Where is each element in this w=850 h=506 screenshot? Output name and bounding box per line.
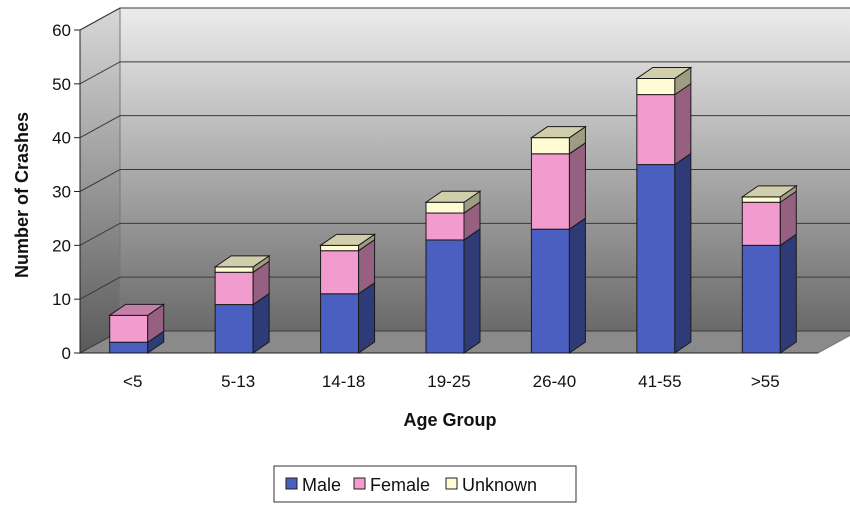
bar-front: [214, 266, 254, 273]
x-tick-label: 5-13: [221, 372, 255, 391]
bar-segment-male-4: [530, 217, 586, 354]
legend-label: Male: [302, 475, 341, 495]
bar-front: [214, 304, 254, 354]
bar-front: [636, 164, 676, 354]
legend-item-female: Female: [353, 475, 430, 495]
bar-side: [568, 141, 586, 231]
bar-segment-female-1: [214, 260, 270, 306]
legend-box: [273, 465, 577, 503]
bar-segment-male-6: [741, 233, 797, 354]
y-tick-label: 60: [52, 21, 71, 40]
bar-top: [318, 233, 377, 246]
bar-front: [425, 201, 465, 214]
bar-front: [636, 77, 676, 96]
bar-segment-female-6: [741, 190, 797, 247]
bar-segment-unknown-4: [529, 125, 588, 155]
x-tick-label: 14-18: [322, 372, 365, 391]
y-tick-label: 50: [52, 75, 71, 94]
bar-segment-female-3: [425, 201, 481, 241]
x-tick-label: <5: [123, 372, 142, 391]
y-tick-label: 30: [52, 183, 71, 202]
bar-segment-unknown-5: [635, 66, 693, 96]
bar-top: [740, 185, 798, 198]
bar-side: [463, 227, 481, 354]
bar-side: [568, 217, 586, 354]
gridline: [79, 7, 850, 31]
bar-side: [779, 233, 797, 354]
bars-group: [108, 66, 798, 354]
bar-segment-unknown-3: [424, 190, 482, 214]
bar-top: [424, 190, 482, 203]
bar-top: [213, 255, 271, 268]
x-tick-label: 41-55: [638, 372, 681, 391]
x-axis-title: Age Group: [404, 410, 497, 430]
bar-front: [320, 293, 360, 354]
gridline: [79, 61, 850, 85]
bar-front: [109, 314, 149, 343]
gridline: [79, 222, 850, 246]
legend-swatch: [285, 477, 298, 490]
bar-front: [636, 94, 676, 166]
bar-front: [425, 212, 465, 241]
x-tick-label: 19-25: [427, 372, 470, 391]
bar-segment-male-5: [636, 152, 692, 354]
bar-front: [109, 341, 149, 354]
bar-segment-female-2: [320, 238, 376, 295]
y-tick-label: 0: [62, 344, 71, 363]
bar-segment-female-4: [530, 141, 586, 231]
labels-group: 0 10 20 30 40 50 60 <5 5-13 14-18 19-25 26-40 41-55 >…: [12, 21, 780, 430]
legend-item-unknown: Unknown: [445, 475, 537, 495]
legend-label: Female: [370, 475, 430, 495]
bar-front: [320, 244, 360, 252]
bar-segment-male-3: [425, 227, 481, 354]
gridline: [79, 115, 850, 139]
bar-top: [635, 66, 693, 79]
bar-side: [674, 82, 692, 166]
bar-segment-unknown-6: [740, 184, 798, 204]
bar-top: [529, 126, 588, 139]
gridline: [79, 276, 850, 300]
bar-top: [108, 303, 166, 316]
bar-front: [530, 137, 570, 155]
y-tick-label: 10: [52, 290, 71, 309]
x-tick-label: >55: [751, 372, 780, 391]
legend-swatch: [445, 477, 458, 490]
bar-front: [530, 228, 570, 354]
bar-segment-female-5: [636, 82, 692, 166]
bar-front: [425, 239, 465, 354]
bar-front: [741, 201, 781, 246]
bar-segment-unknown-2: [318, 233, 377, 252]
y-tick-label: 40: [52, 129, 71, 148]
legend-label: Unknown: [462, 475, 537, 495]
bar-front: [530, 153, 570, 230]
gridline: [79, 169, 850, 192]
legend: Male Female Unknown: [273, 465, 577, 503]
bar-side: [674, 152, 692, 354]
bar-front: [741, 196, 781, 203]
y-axis-title: Number of Crashes: [12, 112, 32, 278]
y-tick-label: 20: [52, 236, 71, 255]
bar-front: [214, 271, 254, 306]
x-tick-label: 26-40: [533, 372, 576, 391]
bar-segment-unknown-1: [213, 254, 271, 274]
bar-side: [358, 281, 376, 354]
legend-swatch: [353, 477, 366, 490]
bar-segment-female-0: [108, 303, 166, 344]
bar-segment-male-2: [320, 281, 376, 354]
bar-front: [320, 250, 360, 295]
bar-front: [741, 244, 781, 354]
legend-item-male: Male: [285, 475, 341, 495]
